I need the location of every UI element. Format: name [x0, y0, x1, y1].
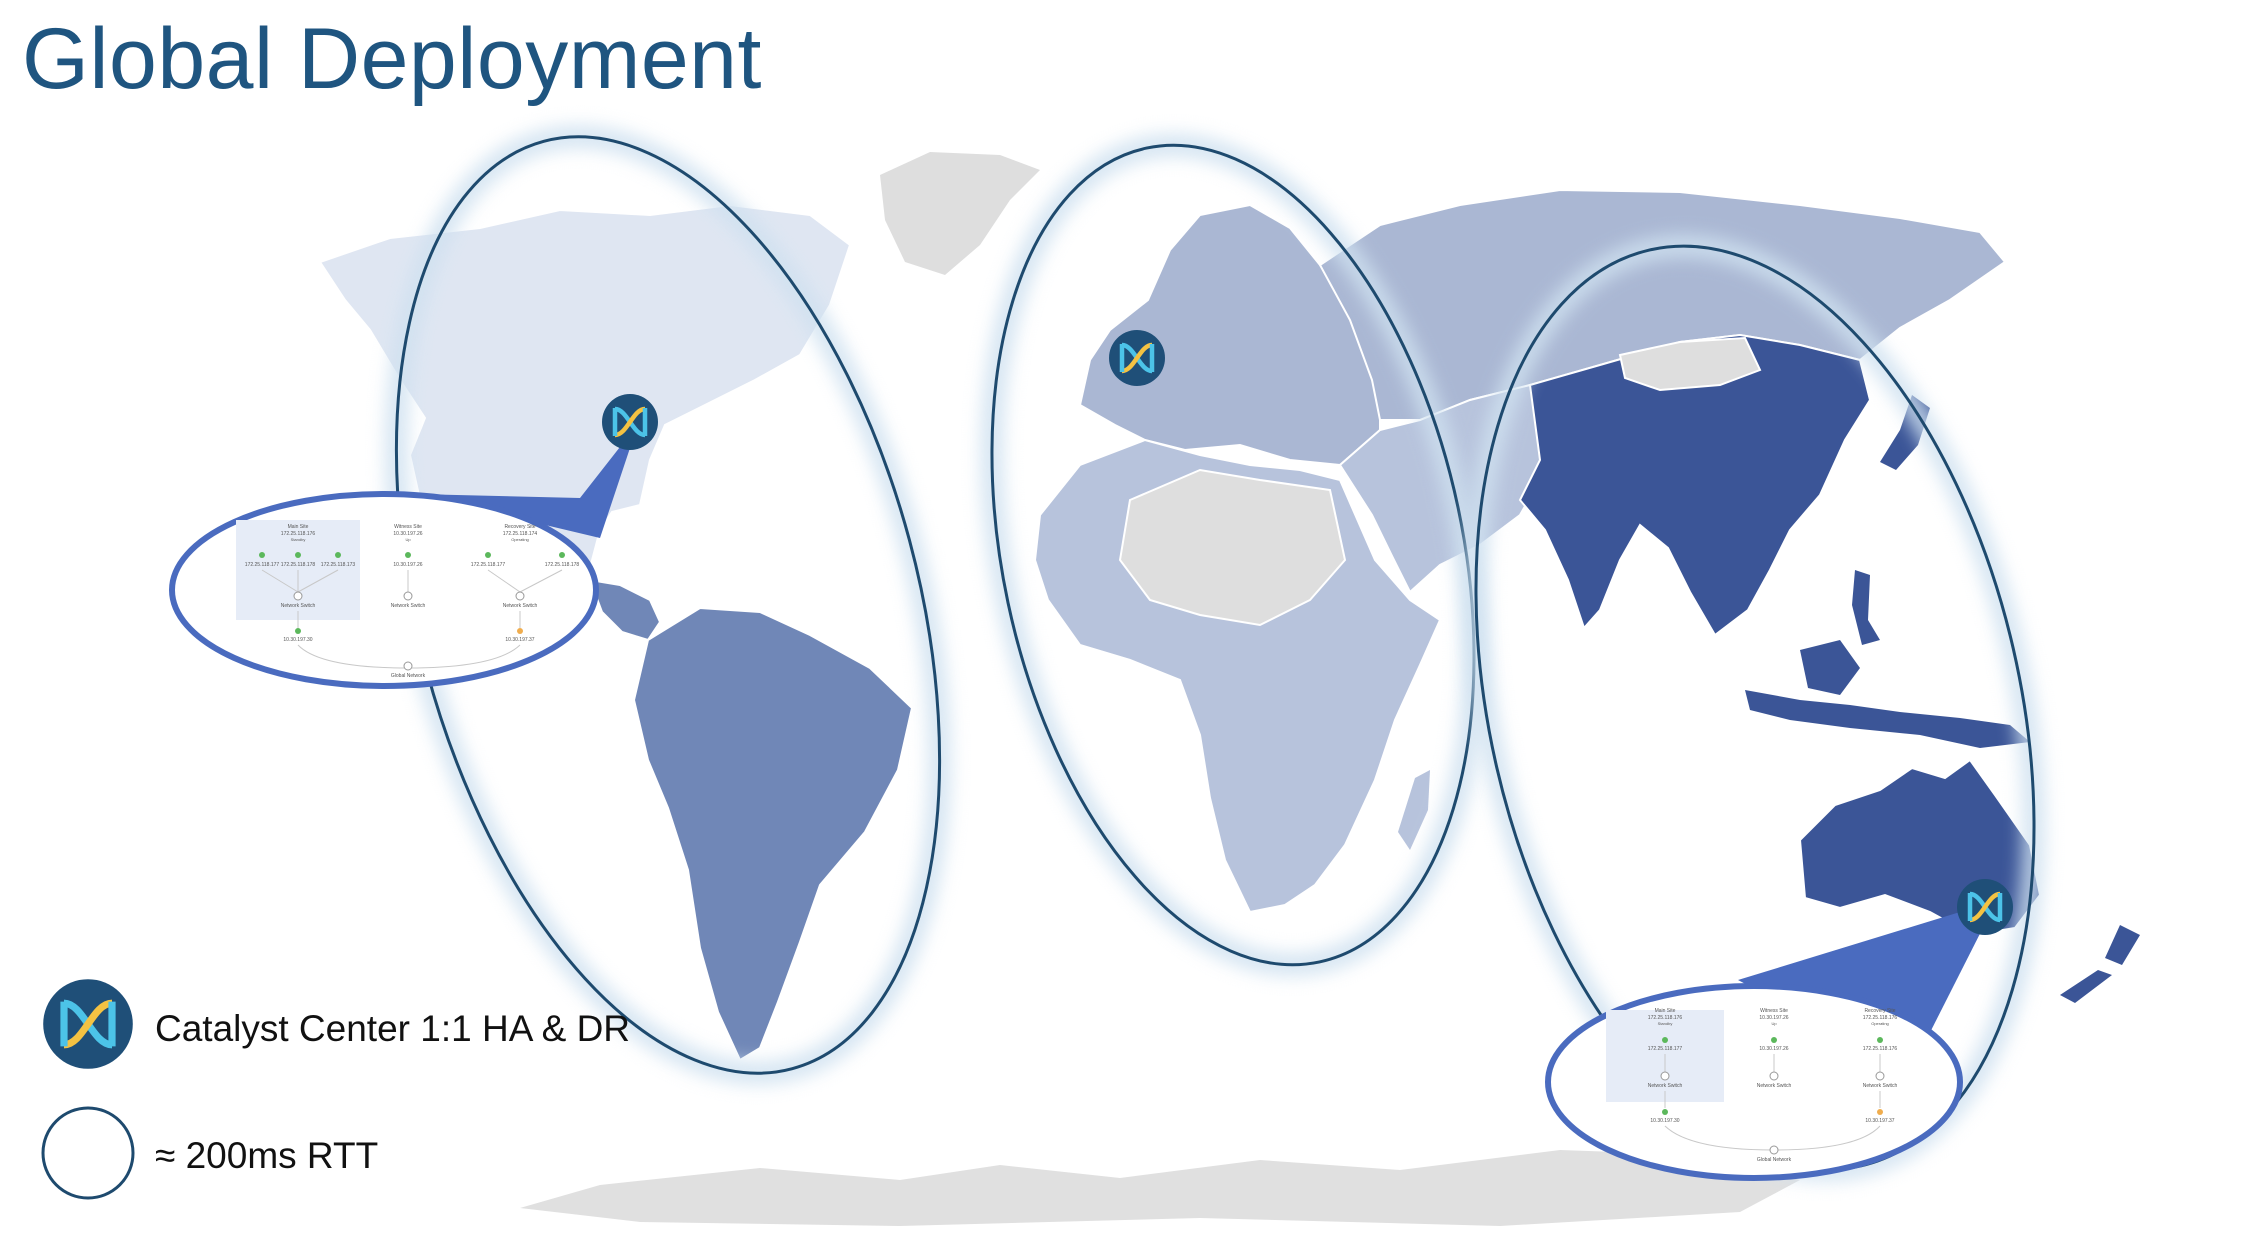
witness-site-label: Witness Site — [1760, 1008, 1788, 1014]
switch-label: Network Switch — [1863, 1083, 1898, 1089]
node-ip: 172.25.118.178 — [545, 562, 580, 568]
indonesia-shape — [1745, 690, 2030, 748]
mongolia-shape — [1618, 336, 1762, 392]
main-site-role: Standby — [291, 537, 306, 542]
central-america-shape — [588, 578, 662, 642]
recovery-site-ip: 172.25.118.174 — [503, 531, 538, 537]
gateway-status-icon — [295, 628, 301, 634]
node-ip: 172.25.118.173 — [321, 562, 356, 568]
node-status-icon — [485, 552, 491, 558]
catalyst-center-icon — [602, 394, 658, 450]
recovery-site-label: Recovery Site — [1864, 1008, 1895, 1014]
node-ip: 172.25.118.177 — [1648, 1046, 1683, 1052]
switch-label: Network Switch — [1648, 1083, 1683, 1089]
recovery-site-role: Operating — [1871, 1021, 1889, 1026]
gateway-ip: 10.30.197.37 — [505, 637, 534, 643]
switch-label: Network Switch — [503, 603, 538, 609]
sahara-shape — [1118, 468, 1347, 627]
node-status-icon — [335, 552, 341, 558]
witness-site-ip: 10.30.197.26 — [393, 531, 422, 537]
witness-site-ip: 10.30.197.26 — [1759, 1015, 1788, 1021]
new-zealand-shape — [2060, 925, 2140, 1003]
antarctica-shape — [520, 1150, 1800, 1226]
borneo-shape — [1800, 640, 1860, 695]
gateway-ip: 10.30.197.37 — [1865, 1118, 1894, 1124]
node-ip: 10.30.197.26 — [1759, 1046, 1788, 1052]
node-ip: 10.30.197.26 — [393, 562, 422, 568]
switch-icon — [1875, 1071, 1885, 1081]
gateway-ip: 10.30.197.30 — [1650, 1118, 1679, 1124]
switch-icon — [1769, 1071, 1779, 1081]
witness-site-label: Witness Site — [394, 524, 422, 530]
node-ip: 172.25.118.176 — [1863, 1046, 1898, 1052]
switch-label: Network Switch — [391, 603, 426, 609]
node-ip: 172.25.118.177 — [245, 562, 280, 568]
gateway-status-icon — [1662, 1109, 1668, 1115]
switch-label: Network Switch — [1757, 1083, 1792, 1089]
cloud-icon — [403, 661, 413, 671]
main-site-label: Main Site — [1655, 1008, 1676, 1014]
main-site-ip: 172.25.118.176 — [1648, 1015, 1683, 1021]
node-status-icon — [295, 552, 301, 558]
node-ip: 172.25.118.177 — [471, 562, 506, 568]
switch-icon — [515, 591, 525, 601]
gateway-status-icon — [517, 628, 523, 634]
switch-icon — [293, 591, 303, 601]
main-site-label: Main Site — [288, 524, 309, 530]
switch-icon — [403, 591, 413, 601]
node-status-icon — [1662, 1037, 1668, 1043]
recovery-site-label: Recovery Site — [504, 524, 535, 530]
main-site-ip: 172.25.118.176 — [281, 531, 316, 537]
switch-icon — [1660, 1071, 1670, 1081]
witness-site-role: Up — [405, 537, 411, 542]
philippines-shape — [1852, 570, 1880, 645]
catalyst-center-icon — [1109, 330, 1165, 386]
americas-callout: Main Site 172.25.118.176 Standby Witness… — [169, 491, 599, 689]
madagascar-shape — [1398, 770, 1430, 850]
cloud-icon — [1769, 1145, 1779, 1155]
node-status-icon — [1771, 1037, 1777, 1043]
asia-shape — [1518, 333, 1872, 637]
emea-region-ellipse — [980, 134, 1486, 976]
legend-rtt-label: ≈ 200ms RTT — [155, 1135, 379, 1176]
node-status-icon — [1877, 1037, 1883, 1043]
legend-rtt-circle-icon — [41, 1106, 135, 1200]
global-network-label: Global Network — [1757, 1157, 1792, 1163]
switch-label: Network Switch — [281, 603, 316, 609]
node-status-icon — [405, 552, 411, 558]
main-site-role: Standby — [1658, 1021, 1673, 1026]
americas-callout-wedge — [415, 424, 638, 538]
witness-site-role: Up — [1771, 1021, 1777, 1026]
recovery-site-ip: 172.25.118.176 — [1863, 1015, 1898, 1021]
gateway-ip: 10.30.197.30 — [283, 637, 312, 643]
legend-catalyst-label: Catalyst Center 1:1 HA & DR — [155, 1008, 631, 1049]
south-america-shape — [632, 606, 914, 1062]
gateway-status-icon — [1877, 1109, 1883, 1115]
node-status-icon — [259, 552, 265, 558]
catalyst-center-icon — [1957, 879, 2013, 935]
greenland-shape — [880, 152, 1040, 275]
node-status-icon — [559, 552, 565, 558]
node-ip: 172.25.118.178 — [281, 562, 316, 568]
recovery-site-role: Operating — [511, 537, 529, 542]
apac-callout: Main Site 172.25.118.176 Standby Witness… — [1545, 983, 1963, 1181]
page-title: Global Deployment — [22, 11, 762, 107]
global-network-label: Global Network — [391, 673, 426, 679]
legend-catalyst-icon — [43, 979, 133, 1069]
